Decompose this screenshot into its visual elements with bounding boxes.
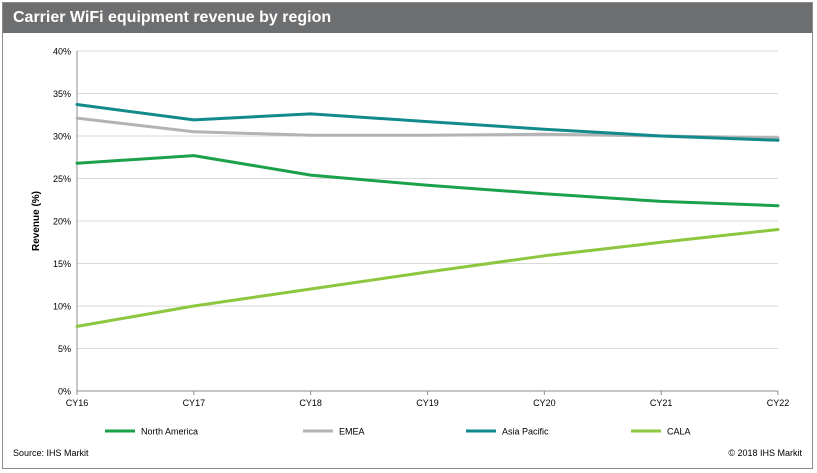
legend-label-asia-pacific: Asia Pacific: [502, 427, 549, 437]
x-tick-label: CY19: [416, 398, 439, 408]
y-tick-label: 0%: [58, 387, 71, 397]
x-tick-label: CY18: [299, 398, 322, 408]
series-line-cala: [75, 228, 780, 328]
y-tick-label: 25%: [53, 174, 71, 184]
line-chart: 0% 5% 10% 15% 20% 25% 30% 35% 40% CY16 CY17 CY18 CY1…: [31, 47, 790, 437]
y-tick-label: 40%: [53, 47, 71, 57]
legend-label-north-america: North America: [141, 427, 198, 437]
legend-label-emea: EMEA: [339, 427, 365, 437]
y-tick-label: 5%: [58, 344, 71, 354]
y-axis-label: Revenue (%): [31, 191, 42, 251]
x-tick-label: CY21: [650, 398, 673, 408]
x-tick-label: CY17: [183, 398, 206, 408]
x-tick-label: CY16: [66, 398, 89, 408]
chart-title: Carrier WiFi equipment revenue by region: [13, 9, 332, 26]
x-tick-label: CY22: [767, 398, 790, 408]
series-line-north-america: [75, 154, 780, 208]
x-tick-label: CY20: [533, 398, 556, 408]
series-line-asia-pacific: [75, 103, 780, 142]
y-tick-label: 30%: [53, 132, 71, 142]
y-tick-label: 20%: [53, 217, 71, 227]
source-note: Source: IHS Markit: [13, 448, 89, 458]
title-bar: Carrier WiFi equipment revenue by region: [3, 3, 812, 33]
y-tick-label: 35%: [53, 89, 71, 99]
y-tick-label: 15%: [53, 259, 71, 269]
y-tick-label: 10%: [53, 302, 71, 312]
legend-label-cala: CALA: [667, 427, 691, 437]
copyright-note: © 2018 IHS Markit: [728, 448, 802, 458]
